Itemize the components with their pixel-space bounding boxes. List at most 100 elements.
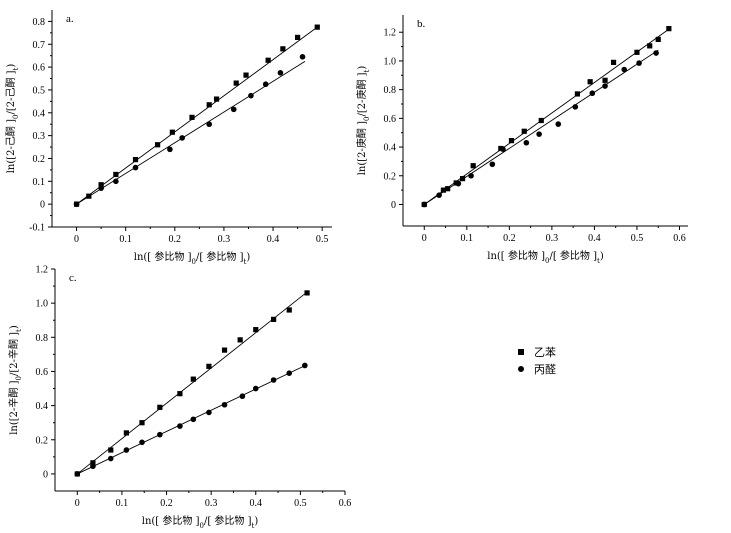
y-tick-label: 0.6 xyxy=(36,367,49,378)
data-point-square xyxy=(177,391,183,397)
x-tick-label: 0.2 xyxy=(160,498,173,509)
data-point-circle xyxy=(436,192,442,198)
fit-line xyxy=(76,26,318,205)
x-tick-label: 0.1 xyxy=(461,233,474,244)
data-point-circle xyxy=(90,463,96,470)
data-point-square xyxy=(271,316,277,322)
fit-line xyxy=(77,291,308,475)
data-point-square xyxy=(123,430,129,436)
y-tick-label: 0.7 xyxy=(33,40,46,51)
data-point-circle xyxy=(132,164,139,171)
data-point-circle xyxy=(113,178,119,185)
data-point-circle xyxy=(230,106,237,113)
x-tick-label: 0.6 xyxy=(339,498,352,509)
x-tick-label: 0 xyxy=(422,233,427,244)
y-tick-label: 0.2 xyxy=(384,171,397,182)
data-point-square xyxy=(243,72,249,78)
y-tick-label: 0.6 xyxy=(384,114,397,125)
y-tick-label: 0.1 xyxy=(33,177,46,188)
data-point-circle xyxy=(206,409,212,416)
data-point-square xyxy=(508,137,515,144)
y-tick-label: 0.5 xyxy=(33,85,46,96)
data-point-circle xyxy=(653,50,659,56)
data-point-circle xyxy=(489,161,496,168)
data-point-circle xyxy=(523,139,530,146)
fit-line xyxy=(424,27,671,205)
data-point-circle xyxy=(123,447,130,453)
x-tick-label: 0.2 xyxy=(503,233,516,244)
data-point-square xyxy=(295,34,301,41)
y-tick-label: 0 xyxy=(43,469,48,480)
x-tick-label: 0.4 xyxy=(588,233,601,244)
chart-panel-3 xyxy=(51,268,346,495)
y-tick-label: 0.4 xyxy=(33,108,46,119)
data-point-circle xyxy=(206,121,212,128)
y-axis-label: ln([2-己酮 ]0/[2-己酮 ]t) xyxy=(5,64,20,174)
data-point-square xyxy=(157,404,163,410)
panel-label: b. xyxy=(417,18,426,30)
data-point-circle xyxy=(536,131,542,137)
data-point-circle xyxy=(277,70,284,76)
panel-label: c. xyxy=(69,272,77,284)
x-tick-label: 0.1 xyxy=(116,498,129,509)
data-point-square xyxy=(213,96,220,102)
data-point-circle xyxy=(179,135,185,141)
x-axis-label: ln([ 参比物 ]0/[ 参比物 ]t) xyxy=(487,249,604,265)
y-axis-label: ln([2-庚酮 ]0/[2-庚酮 ]t) xyxy=(355,66,371,176)
data-point-circle xyxy=(221,401,228,408)
data-point-circle xyxy=(252,385,259,392)
data-point-circle xyxy=(157,431,163,438)
data-point-square xyxy=(190,376,196,382)
y-tick-label: 1.2 xyxy=(384,28,397,39)
data-point-circle xyxy=(167,146,173,153)
data-point-circle xyxy=(555,121,562,127)
x-tick-label: 0.4 xyxy=(250,498,263,509)
y-axis-label: ln([2-辛酮 ]0/[2-辛酮 ]t) xyxy=(7,325,23,435)
chart-panel-2 xyxy=(399,15,688,230)
data-point-square xyxy=(610,59,617,65)
y-tick-label: 0.4 xyxy=(36,401,49,412)
y-tick-label: 1.0 xyxy=(384,56,397,67)
x-tick-label: 0 xyxy=(74,234,79,245)
x-tick-label: 0.5 xyxy=(631,233,644,244)
data-point-circle xyxy=(621,66,627,73)
y-tick-label: 0.8 xyxy=(384,85,397,96)
data-point-circle xyxy=(302,362,308,369)
data-point-square xyxy=(459,176,466,182)
y-tick-label: 1.2 xyxy=(36,265,49,276)
data-point-square xyxy=(139,420,145,426)
data-point-square xyxy=(587,79,593,85)
x-tick-label: 0.5 xyxy=(294,498,307,509)
data-point-square xyxy=(237,337,243,343)
panel-label: a. xyxy=(66,13,74,25)
y-tick-label: 0.2 xyxy=(36,435,49,446)
data-point-circle xyxy=(589,90,596,97)
data-point-circle xyxy=(262,81,269,88)
x-axis-label: ln([ 参比物 ]0/[ 参比物 ]t) xyxy=(142,514,259,530)
data-point-square xyxy=(538,117,544,124)
data-point-square xyxy=(265,57,271,63)
y-tick-label: 0.6 xyxy=(33,63,46,74)
data-point-circle xyxy=(270,377,277,383)
y-tick-label: 0.8 xyxy=(33,17,46,28)
data-point-circle xyxy=(421,201,428,208)
y-tick-label: 0 xyxy=(391,200,396,211)
x-tick-label: 0.3 xyxy=(205,498,218,509)
data-point-circle xyxy=(239,393,246,400)
y-tick-label: 0.4 xyxy=(384,143,397,154)
x-tick-label: 0.3 xyxy=(546,233,559,244)
y-tick-label: 0.2 xyxy=(33,154,46,165)
data-point-circle xyxy=(73,201,80,207)
x-tick-label: 0 xyxy=(75,498,80,509)
data-point-square xyxy=(221,347,228,353)
data-point-circle xyxy=(107,455,114,462)
x-tick-label: 0.1 xyxy=(119,234,132,245)
data-point-circle xyxy=(500,146,506,153)
data-point-square xyxy=(98,182,104,188)
data-point-square xyxy=(90,460,96,466)
data-point-square xyxy=(470,163,476,169)
data-point-circle xyxy=(74,471,81,477)
data-point-square xyxy=(602,77,608,83)
